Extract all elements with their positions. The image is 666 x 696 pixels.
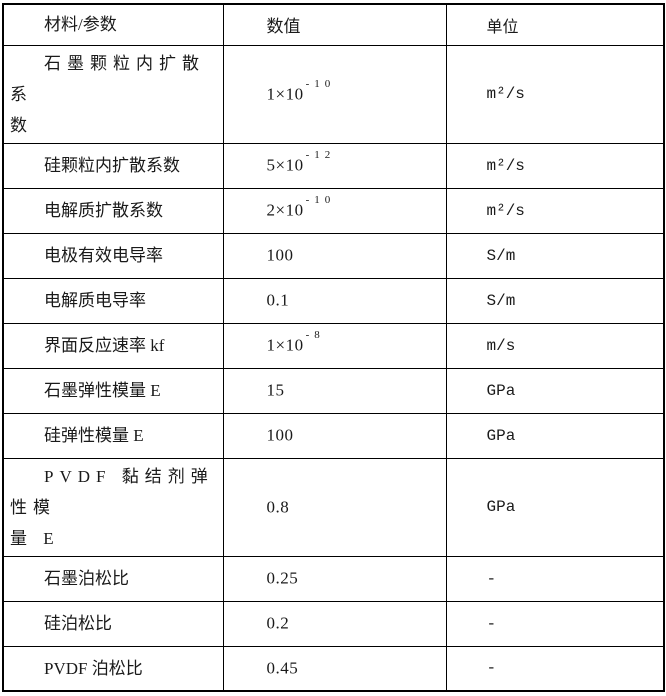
header-param: 材料/参数 (2, 3, 224, 46)
value-base: 1×10 (266, 335, 304, 355)
value-cell: 5×10-12 (222, 142, 447, 189)
value-base: 0.25 (266, 568, 299, 588)
value-cell: 2×10-10 (222, 187, 447, 234)
value-base: 0.1 (266, 290, 290, 310)
value-base: 0.8 (266, 497, 290, 517)
value-cell: 15 (222, 367, 447, 414)
value-base: 15 (266, 380, 285, 400)
value-cell: 0.45 (222, 645, 447, 692)
table-row: 电极有效电导率 100 S/m (2, 232, 665, 279)
param-cell: 石墨弹性模量 E (2, 367, 224, 414)
header-value: 数值 (222, 3, 447, 46)
table-row: 硅颗粒内扩散系数 5×10-12 m²/s (2, 142, 665, 189)
value-exponent: -12 (305, 149, 336, 162)
parameters-table: 材料/参数 数值 单位 石墨颗粒内扩散系 数 1×10-10 m²/s 硅颗粒内… (2, 3, 665, 692)
unit-cell: m²/s (445, 142, 665, 189)
value-cell: 100 (222, 232, 447, 279)
value-base: 5×10 (266, 155, 304, 175)
unit-cell: GPa (445, 457, 665, 557)
value-base: 100 (266, 245, 294, 265)
table-row: 硅泊松比 0.2 - (2, 600, 665, 647)
param-cell: 硅颗粒内扩散系数 (2, 142, 224, 189)
param-cell: 电解质扩散系数 (2, 187, 224, 234)
table-row: PVDF 泊松比 0.45 - (2, 645, 665, 692)
value-base: 0.45 (266, 658, 299, 678)
param-cell: 电解质电导率 (2, 277, 224, 324)
value-exponent: -10 (305, 194, 336, 207)
param-cell: 石墨颗粒内扩散系 数 (2, 44, 224, 144)
header-unit: 单位 (445, 3, 665, 46)
param-cell: PVDF 黏结剂弹性模 量 E (2, 457, 224, 557)
unit-cell: - (445, 645, 665, 692)
param-cell: 硅弹性模量 E (2, 412, 224, 459)
unit-cell: S/m (445, 277, 665, 324)
table-row: PVDF 黏结剂弹性模 量 E 0.8 GPa (2, 457, 665, 557)
value-cell: 100 (222, 412, 447, 459)
param-cell: PVDF 泊松比 (2, 645, 224, 692)
value-cell: 0.1 (222, 277, 447, 324)
value-cell: 1×10-10 (222, 44, 447, 144)
unit-cell: m²/s (445, 44, 665, 144)
value-cell: 1×10-8 (222, 322, 447, 369)
unit-cell: GPa (445, 367, 665, 414)
table-row: 石墨泊松比 0.25 - (2, 555, 665, 602)
table-row: 石墨颗粒内扩散系 数 1×10-10 m²/s (2, 44, 665, 144)
value-base: 1×10 (266, 84, 304, 104)
table-row: 硅弹性模量 E 100 GPa (2, 412, 665, 459)
value-base: 2×10 (266, 200, 304, 220)
unit-cell: m²/s (445, 187, 665, 234)
table-row: 石墨弹性模量 E 15 GPa (2, 367, 665, 414)
unit-cell: m/s (445, 322, 665, 369)
value-cell: 0.8 (222, 457, 447, 557)
value-cell: 0.25 (222, 555, 447, 602)
value-base: 0.2 (266, 613, 290, 633)
table-row: 界面反应速率 kf 1×10-8 m/s (2, 322, 665, 369)
param-cell: 硅泊松比 (2, 600, 224, 647)
value-base: 100 (266, 425, 294, 445)
param-cell: 界面反应速率 kf (2, 322, 224, 369)
value-exponent: -8 (305, 329, 325, 342)
unit-cell: S/m (445, 232, 665, 279)
table-row: 电解质扩散系数 2×10-10 m²/s (2, 187, 665, 234)
value-exponent: -10 (305, 77, 336, 90)
unit-cell: - (445, 600, 665, 647)
value-cell: 0.2 (222, 600, 447, 647)
unit-cell: GPa (445, 412, 665, 459)
table-row: 电解质电导率 0.1 S/m (2, 277, 665, 324)
unit-cell: - (445, 555, 665, 602)
param-cell: 电极有效电导率 (2, 232, 224, 279)
param-cell: 石墨泊松比 (2, 555, 224, 602)
table-header-row: 材料/参数 数值 单位 (2, 3, 665, 46)
